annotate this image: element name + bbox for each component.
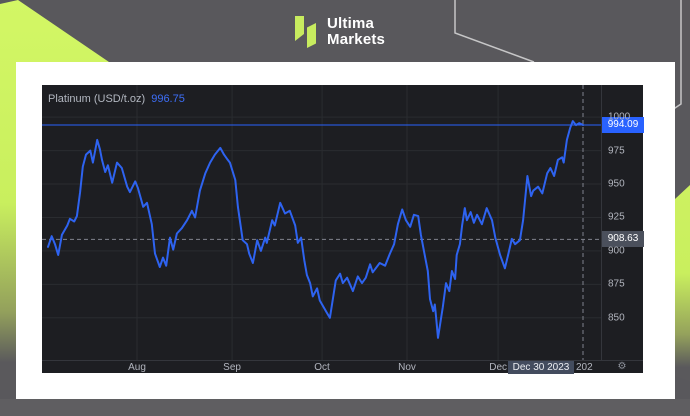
price-tick-label: 975 [608,145,625,157]
price-tick-label: 1000 [608,111,631,123]
time-tick-label: Dec [489,362,508,373]
time-tick-label: Sep [223,362,241,373]
chart-legend: Platinum (USD/t.oz) 996.75 [48,93,185,105]
price-series-line [47,120,584,339]
brand-name: Ultima Markets [327,16,385,48]
brand-logo: Ultima Markets [295,15,385,49]
time-tick-label: Aug [128,362,146,373]
chart-panel: Platinum (USD/t.oz) 996.75 994.09 908.63 … [42,85,644,374]
price-tick-label: 925 [608,211,625,223]
brand-logo-icon [295,15,317,49]
symbol-value: 996.75 [151,93,185,105]
last-price-badge: 994.09 [602,117,644,134]
logo-bar-left [295,16,304,41]
price-tick-label: 850 [608,312,625,324]
crosshair-price-badge: 908.63 [602,231,644,248]
time-tick-label: Nov [398,362,416,373]
chart-plot-area[interactable] [42,85,601,360]
time-tick-label: Oct [314,362,330,373]
price-axis[interactable]: 994.09 908.63 1000 975 950 925 900 875 850 [601,85,644,360]
footer-bar [0,399,690,416]
lime-deco-right [675,185,690,381]
outline-shape-left [454,0,535,63]
axis-settings-gear-icon[interactable]: ⚙ [617,361,627,372]
brand-name-line2: Markets [327,31,386,48]
chart-card: Platinum (USD/t.oz) 996.75 994.09 908.63 … [16,62,675,399]
logo-bar-right [307,23,316,48]
time-axis-clipped-label: 202 [576,362,593,373]
price-tick-label: 875 [608,278,625,290]
time-axis[interactable]: Dec 30 2023 202 ⚙ Aug Sep Oct Nov Dec [42,360,643,374]
price-tick-label: 900 [608,245,625,257]
symbol-label: Platinum (USD/t.oz) [48,93,146,105]
brand-name-line1: Ultima [327,15,375,32]
price-tick-label: 950 [608,178,625,190]
crosshair-date-badge: Dec 30 2023 [508,361,574,374]
